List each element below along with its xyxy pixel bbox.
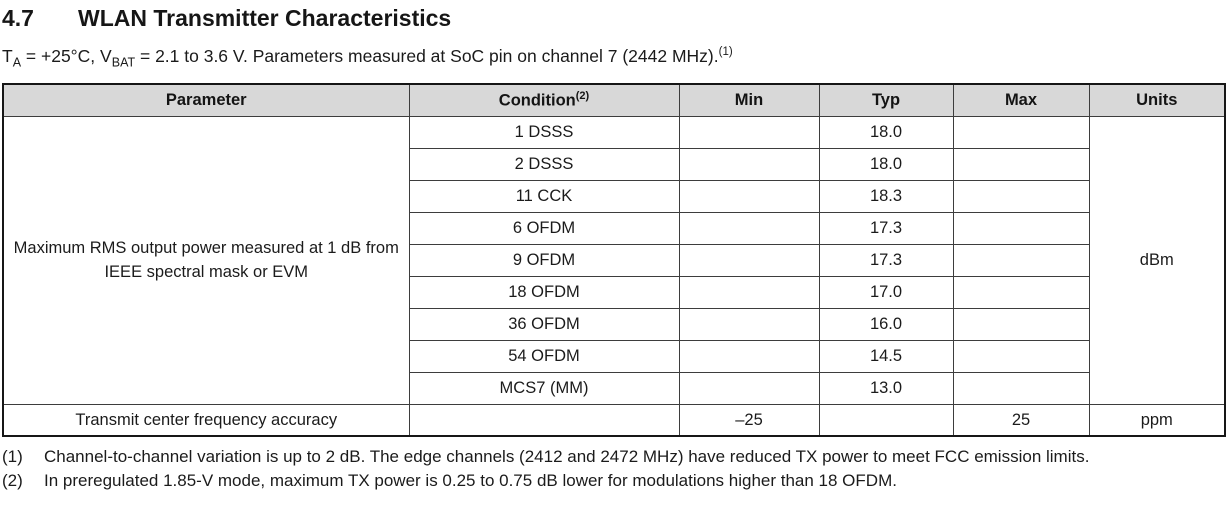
cell-condition: 11 CCK — [408, 179, 680, 213]
cell-typ — [818, 403, 954, 437]
cell-max: 25 — [952, 403, 1090, 437]
cell-min — [678, 307, 820, 341]
wlan-tx-characteristics-table: Parameter Condition(2) Min Typ Max Units… — [2, 83, 1226, 438]
table-row: Transmit center frequency accuracy –25 2… — [2, 403, 1226, 437]
cell-min — [678, 339, 820, 373]
header-condition-label: Condition — [498, 91, 576, 110]
cell-max — [952, 179, 1090, 213]
footnote-2: (2) In preregulated 1.85-V mode, maximum… — [2, 469, 1226, 493]
cell-max — [952, 371, 1090, 405]
cell-typ: 16.0 — [818, 307, 954, 341]
header-max: Max — [952, 83, 1090, 117]
parameter-max-rms-output-power: Maximum RMS output power measured at 1 d… — [2, 115, 410, 405]
footnote-2-text: In preregulated 1.85-V mode, maximum TX … — [44, 471, 897, 491]
cell-min — [678, 243, 820, 277]
table-row: 36 OFDM 16.0 — [3, 307, 1225, 341]
table-row: 9 OFDM 17.3 — [3, 243, 1225, 277]
cell-condition: 36 OFDM — [408, 307, 680, 341]
footnote-1-marker: (1) — [2, 447, 23, 467]
cell-min — [678, 371, 820, 405]
footnote-ref-1: (1) — [718, 46, 733, 58]
table-row: Maximum RMS output power measured at 1 d… — [2, 115, 1226, 405]
section-number: 4.7 — [2, 5, 34, 31]
cell-max — [952, 115, 1090, 149]
table-row: 54 OFDM 14.5 — [3, 339, 1225, 373]
cell-typ: 17.3 — [818, 211, 954, 245]
footnotes: (1) Channel-to-channel variation is up t… — [2, 445, 1226, 493]
cell-typ: 18.0 — [818, 115, 954, 149]
footnote-1: (1) Channel-to-channel variation is up t… — [2, 445, 1226, 469]
cell-typ: 17.0 — [818, 275, 954, 309]
header-parameter: Parameter — [2, 83, 410, 117]
cell-condition: 6 OFDM — [408, 211, 680, 245]
cell-max — [952, 307, 1090, 341]
table-row: 6 OFDM 17.3 — [3, 211, 1225, 245]
cell-units-ppm: ppm — [1088, 403, 1226, 437]
datasheet-page: 4.7 WLAN Transmitter Characteristics TA … — [2, 4, 1226, 493]
cell-condition: 1 DSSS — [408, 115, 680, 149]
cell-units-dbm: dBm — [1088, 115, 1226, 405]
ta-value: = +25°C, — [21, 45, 101, 66]
header-typ: Typ — [818, 83, 954, 117]
cell-max — [952, 211, 1090, 245]
header-units: Units — [1088, 83, 1226, 117]
cell-typ: 18.3 — [818, 179, 954, 213]
table-header-row: Parameter Condition(2) Min Typ Max Units — [2, 83, 1226, 117]
cell-min — [678, 115, 820, 149]
conditions-text: = 2.1 to 3.6 V. Parameters measured at S… — [135, 45, 719, 66]
cell-max — [952, 243, 1090, 277]
table-row: MCS7 (MM) 13.0 — [3, 371, 1225, 405]
cell-condition: MCS7 (MM) — [408, 371, 680, 405]
ta-subscript: A — [12, 55, 22, 70]
parameter-transmit-center-frequency-accuracy: Transmit center frequency accuracy — [2, 403, 410, 437]
section-heading: 4.7 WLAN Transmitter Characteristics — [2, 4, 1226, 32]
footnote-2-marker: (2) — [2, 471, 23, 491]
header-condition: Condition(2) — [408, 83, 680, 117]
footnote-1-text: Channel-to-channel variation is up to 2 … — [44, 447, 1090, 467]
ta-symbol: T — [2, 45, 13, 66]
cell-condition: 18 OFDM — [408, 275, 680, 309]
cell-condition — [408, 403, 680, 437]
cell-min — [678, 179, 820, 213]
cell-condition: 54 OFDM — [408, 339, 680, 373]
cell-max — [952, 339, 1090, 373]
cell-typ: 13.0 — [818, 371, 954, 405]
cell-min — [678, 275, 820, 309]
cell-typ: 14.5 — [818, 339, 954, 373]
vbat-subscript: BAT — [111, 55, 136, 70]
header-min: Min — [678, 83, 820, 117]
cell-typ: 18.0 — [818, 147, 954, 181]
cell-max — [952, 275, 1090, 309]
cell-min: –25 — [678, 403, 820, 437]
cell-max — [952, 147, 1090, 181]
cell-min — [678, 147, 820, 181]
cell-typ: 17.3 — [818, 243, 954, 277]
cell-min — [678, 211, 820, 245]
cell-condition: 9 OFDM — [408, 243, 680, 277]
section-title: WLAN Transmitter Characteristics — [78, 5, 452, 31]
footnote-ref-2: (2) — [575, 90, 590, 103]
cell-condition: 2 DSSS — [408, 147, 680, 181]
test-conditions-line: TA = +25°C, VBAT = 2.1 to 3.6 V. Paramet… — [2, 40, 1226, 75]
vbat-symbol: V — [100, 45, 112, 66]
